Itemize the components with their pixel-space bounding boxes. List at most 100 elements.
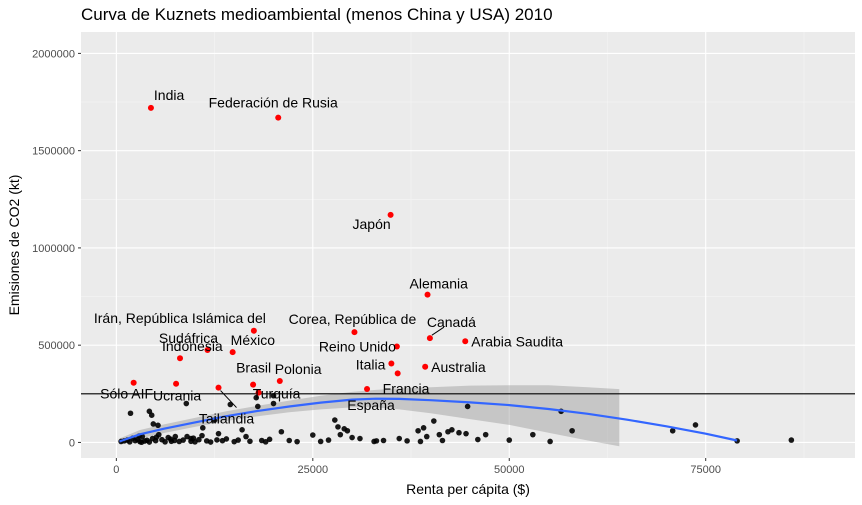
data-point <box>155 422 161 429</box>
x-axis-ticks: 0 25000 50000 75000 <box>113 458 721 476</box>
plot-panel <box>81 32 855 458</box>
data-point <box>180 437 186 443</box>
data-point <box>215 430 222 437</box>
highlight-point <box>215 384 222 391</box>
country-labels: India Federación de Rusia Japón Alemania Irá… <box>94 87 563 427</box>
confidence-band-area <box>119 385 620 447</box>
data-point <box>167 436 174 442</box>
country-label: Ucrania <box>153 388 201 404</box>
y-tick-label: 500000 <box>38 340 75 352</box>
data-point <box>464 403 471 410</box>
country-label: India <box>154 87 185 103</box>
y-tick-label: 1000000 <box>32 243 75 255</box>
highlight-point <box>229 349 236 356</box>
country-label: Arabia Saudita <box>471 333 563 349</box>
data-point <box>449 426 455 433</box>
confidence-band <box>119 385 620 447</box>
data-point <box>278 428 285 435</box>
highlight-point <box>462 338 469 345</box>
data-point <box>380 437 387 444</box>
data-point <box>788 437 795 443</box>
data-point <box>127 410 134 417</box>
highlight-point <box>255 389 262 396</box>
country-label: Italia <box>356 356 386 372</box>
data-point <box>150 421 157 427</box>
y-tick-label: 2000000 <box>32 48 75 60</box>
grid-minor <box>81 32 855 458</box>
country-label: Irán, República Islámica del <box>94 310 266 326</box>
data-point <box>335 424 341 430</box>
country-label: Corea, República de <box>289 311 417 327</box>
data-point <box>482 431 489 438</box>
data-point <box>253 394 260 401</box>
y-tick-label: 1500000 <box>32 146 75 158</box>
data-point <box>148 412 155 419</box>
country-label: Turquía <box>253 386 301 402</box>
data-point <box>349 434 355 441</box>
country-label: España <box>347 397 395 413</box>
highlight-point <box>351 329 358 336</box>
label-connector <box>431 326 445 336</box>
country-label: Australia <box>431 359 486 375</box>
data-point <box>337 431 344 438</box>
smooth-trend-line <box>119 397 738 443</box>
highlight-point <box>426 335 433 342</box>
country-label: Tailandia <box>199 411 254 427</box>
data-point <box>344 427 351 434</box>
highlight-point <box>177 355 184 362</box>
highlight-point <box>250 381 257 388</box>
chart-title: Curva de Kuznets medioambiental (menos C… <box>81 5 553 24</box>
data-point <box>207 439 214 445</box>
data-point <box>294 438 300 445</box>
country-label: Federación de Rusia <box>209 95 338 111</box>
highlight-point <box>424 291 431 298</box>
data-point <box>357 435 363 442</box>
highlight-point <box>147 104 154 111</box>
x-axis-title: Renta per cápita ($) <box>406 481 530 497</box>
data-point <box>325 437 332 443</box>
highlight-point <box>394 370 401 377</box>
data-point <box>196 436 202 443</box>
x-tick-label: 50000 <box>494 464 525 476</box>
country-label: Alemania <box>410 276 469 292</box>
country-label: Canadá <box>427 314 476 330</box>
data-point <box>463 430 469 437</box>
data-point <box>266 436 273 443</box>
country-label: Japón <box>353 216 391 232</box>
data-point <box>415 427 421 434</box>
data-point <box>404 438 410 444</box>
highlight-point <box>422 363 429 370</box>
highlight-point <box>388 360 395 367</box>
country-label: Polonia <box>275 361 322 377</box>
country-label: Francia <box>383 380 430 396</box>
highlight-point <box>364 385 371 392</box>
data-point <box>420 425 427 431</box>
data-point <box>417 438 424 445</box>
grid-major <box>81 32 855 458</box>
highlight-point <box>130 379 137 386</box>
data-point <box>235 437 241 443</box>
highlight-point <box>250 327 257 334</box>
data-point <box>286 437 293 444</box>
data-point <box>456 429 462 436</box>
data-point <box>310 432 316 438</box>
data-point <box>692 422 699 428</box>
data-point <box>431 418 437 424</box>
y-tick-label: 0 <box>69 437 75 449</box>
highlight-point <box>387 211 394 218</box>
data-point <box>183 400 190 407</box>
data-point <box>317 438 324 445</box>
data-point <box>530 431 536 438</box>
data-point <box>396 435 403 442</box>
smooth-line-path <box>119 397 738 443</box>
country-label: México <box>231 332 276 348</box>
x-tick-label: 75000 <box>690 464 721 476</box>
country-label: Indonesia <box>162 338 223 354</box>
data-point <box>506 437 513 443</box>
data-point <box>373 438 380 444</box>
highlight-point <box>173 380 180 387</box>
data-point <box>569 427 575 434</box>
data-point <box>332 417 338 423</box>
data-point <box>547 438 553 445</box>
data-point <box>138 439 145 446</box>
